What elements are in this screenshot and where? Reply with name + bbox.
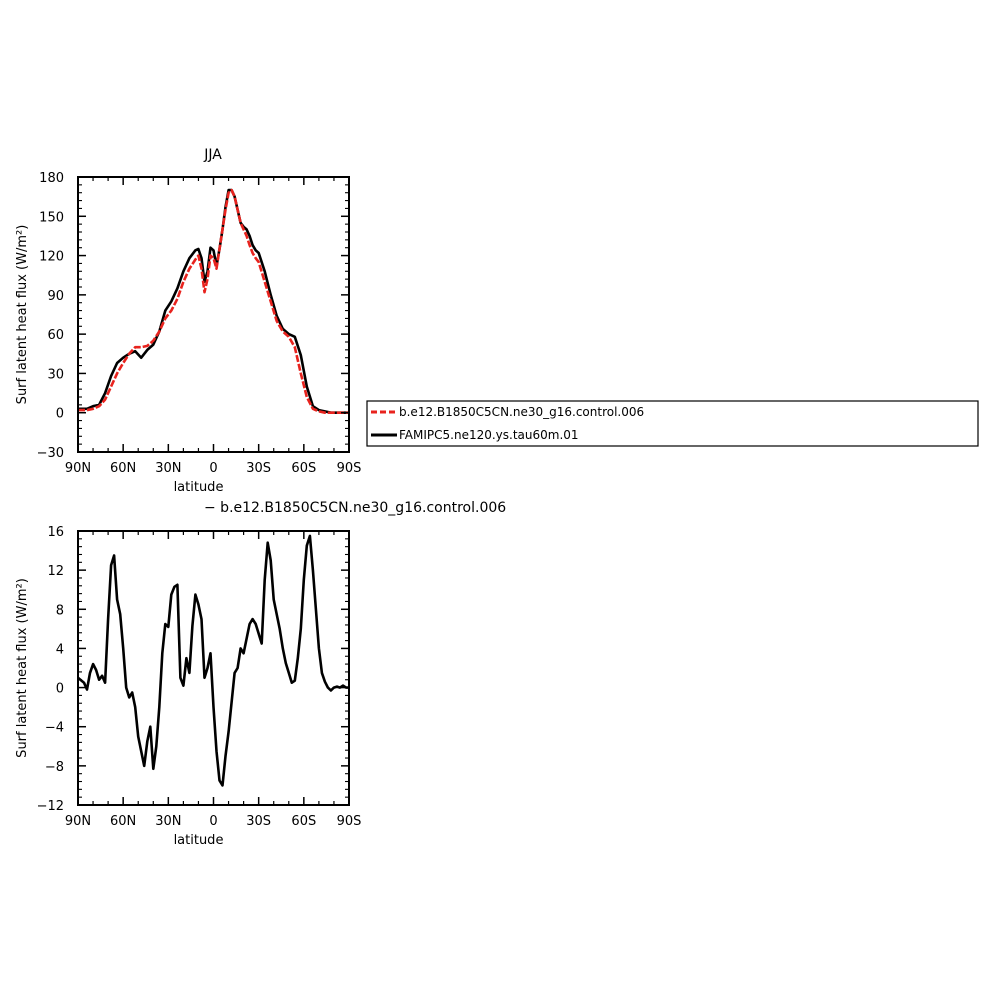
top-y-tick-label: 180 <box>39 171 64 186</box>
top-x-tick-label: 60S <box>291 461 316 476</box>
top-x-tick-label: 90S <box>337 461 362 476</box>
top-x-tick-label: 30S <box>246 461 271 476</box>
top-y-tick-label: 60 <box>47 328 64 343</box>
bottom-y-tick-label: 12 <box>47 564 64 579</box>
legend-label-ne120: FAMIPC5.ne120.ys.tau60m.01 <box>399 428 579 442</box>
bottom-y-tick-label: −8 <box>45 760 64 775</box>
top-panel: JJA 90N 60N 30N 0 30S 60S 90S −30 0 30 60 90 120 150 1… <box>15 147 361 495</box>
bottom-x-tick-label: 30S <box>246 814 271 829</box>
bottom-panel: − b.e12.B1850C5CN.ne30_g16.control.006 9… <box>15 500 506 848</box>
top-plot-frame <box>77 176 350 453</box>
bottom-plot-frame <box>77 530 350 806</box>
top-x-tick-label: 60N <box>110 461 136 476</box>
bottom-x-tick-label: 0 <box>209 814 217 829</box>
bottom-y-tick-label: −12 <box>37 799 64 814</box>
bottom-panel-title: − b.e12.B1850C5CN.ne30_g16.control.006 <box>204 500 506 516</box>
bottom-y-tick-label: 16 <box>47 525 64 540</box>
top-ticks-layer: 90N 60N 30N 0 30S 60S 90S −30 0 30 60 90 120 150 180 <box>37 171 362 476</box>
top-series-line-0 <box>78 188 349 415</box>
bottom-x-tick-label: 90S <box>337 814 362 829</box>
top-x-tick-label: 90N <box>65 461 91 476</box>
top-x-tick-label: 0 <box>209 461 217 476</box>
top-y-tick-label: 120 <box>39 250 64 265</box>
bottom-x-axis-label: latitude <box>174 833 224 848</box>
legend-label-ne30: b.e12.B1850C5CN.ne30_g16.control.006 <box>399 405 644 419</box>
bottom-y-tick-label: 8 <box>56 603 64 618</box>
bottom-ticks-layer: 90N 60N 30N 0 30S 60S 90S −12 −8 −4 0 4 8 12 16 <box>37 525 362 829</box>
top-y-axis-label: Surf latent heat flux (W/m²) <box>15 225 30 405</box>
top-y-tick-label: 150 <box>39 210 64 225</box>
bottom-x-tick-label: 30N <box>155 814 181 829</box>
top-series-layer <box>78 188 349 415</box>
bottom-y-tick-label: −4 <box>45 721 64 736</box>
bottom-y-axis-label: Surf latent heat flux (W/m²) <box>15 578 30 758</box>
bottom-x-tick-label: 60S <box>291 814 316 829</box>
top-panel-title: JJA <box>203 147 222 163</box>
bottom-x-tick-label: 60N <box>110 814 136 829</box>
bottom-y-tick-label: 0 <box>56 682 64 697</box>
top-y-tick-label: 30 <box>47 367 64 382</box>
legend-box: b.e12.B1850C5CN.ne30_g16.control.006 FAM… <box>366 400 979 447</box>
bottom-x-tick-label: 90N <box>65 814 91 829</box>
bottom-y-tick-label: 4 <box>56 642 64 657</box>
top-y-tick-label: 0 <box>56 407 64 422</box>
top-x-axis-label: latitude <box>174 480 224 495</box>
top-series-line-1 <box>78 188 349 415</box>
legend-frame <box>366 400 979 447</box>
top-x-tick-label: 30N <box>155 461 181 476</box>
bottom-series-line-0 <box>77 534 349 787</box>
bottom-series-layer <box>77 534 349 787</box>
top-y-tick-label: −30 <box>37 446 64 461</box>
top-y-tick-label: 90 <box>47 289 64 304</box>
